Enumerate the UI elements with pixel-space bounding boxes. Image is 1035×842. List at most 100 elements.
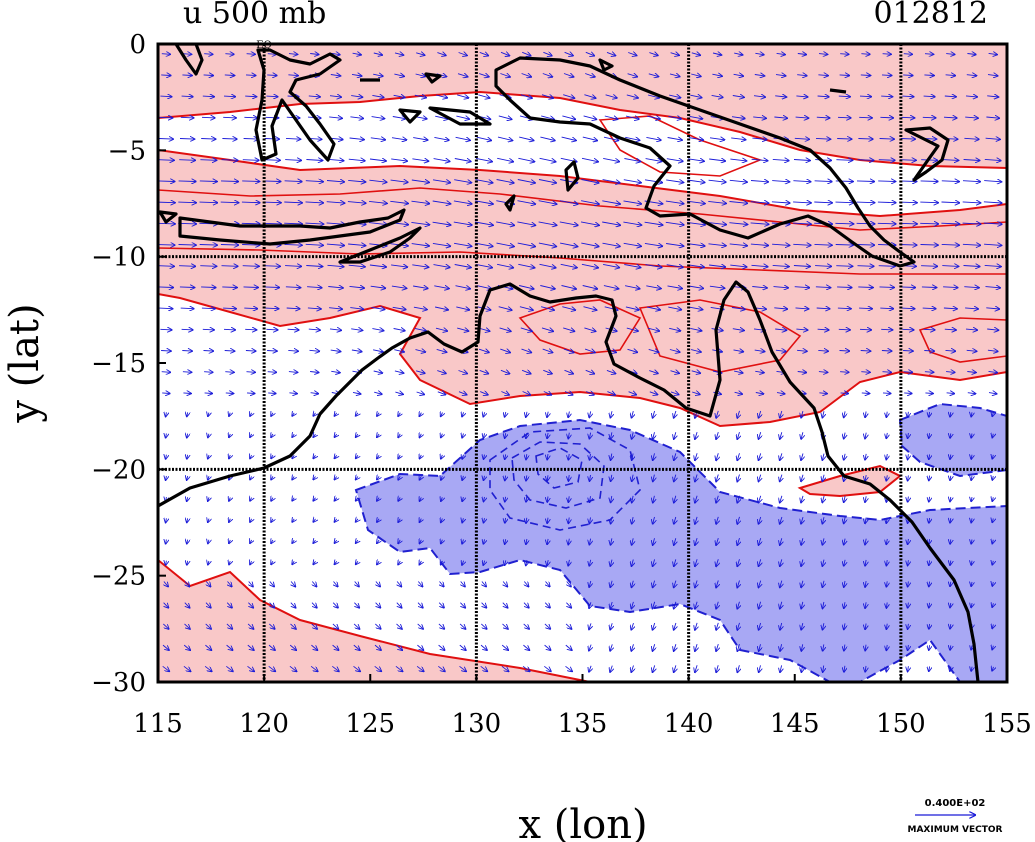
wind-vector (941, 202, 960, 203)
wind-vector (962, 202, 981, 203)
wind-vector (793, 266, 810, 267)
wind-vector (647, 328, 659, 331)
wind-vector (417, 644, 423, 650)
wind-vector (611, 517, 612, 523)
wind-vector (882, 372, 892, 373)
wind-vector (434, 137, 448, 140)
wind-vector (208, 561, 209, 565)
x-tick-label: 145 (770, 709, 820, 739)
wind-vector (774, 308, 787, 309)
wind-vector (199, 181, 217, 182)
wind-vector (902, 96, 913, 97)
coast-halmahera (174, 44, 204, 76)
wind-vector (459, 644, 466, 650)
wind-vector (943, 308, 957, 309)
wind-vector (348, 265, 365, 267)
wind-vector (292, 413, 294, 416)
wind-vector (886, 666, 887, 671)
wind-vector (603, 285, 619, 289)
wind-vector (420, 476, 422, 480)
wind-vector (971, 434, 972, 438)
wind-vector (653, 538, 655, 545)
wind-vector (772, 181, 789, 182)
wind-vector (475, 242, 492, 246)
wind-vector (559, 221, 578, 225)
wind-vector (625, 137, 639, 140)
wind-vector (453, 221, 472, 225)
wind-vector (603, 157, 619, 161)
wind-vector (441, 476, 442, 480)
wind-vector (398, 561, 400, 564)
wind-vector (844, 580, 845, 587)
wind-vector (228, 581, 232, 587)
wind-vector (611, 474, 612, 481)
wind-vector (518, 263, 534, 267)
wind-vector (823, 601, 824, 608)
wind-vector (335, 561, 337, 564)
wind-vector (329, 96, 341, 97)
wind-vector (475, 263, 492, 267)
wind-vector (908, 496, 909, 502)
wind-vector (391, 138, 406, 140)
wind-vector (263, 160, 280, 161)
wind-vector (250, 413, 252, 416)
wind-vector (632, 410, 634, 418)
wind-vector (950, 624, 951, 628)
wind-vector (496, 179, 514, 183)
wind-vector (462, 434, 463, 438)
wind-vector (543, 392, 552, 395)
wind-vector (264, 139, 279, 140)
wind-vector (801, 622, 803, 630)
wind-vector (582, 285, 598, 289)
wind-vector (687, 159, 704, 161)
y-tick-label: −20 (91, 455, 146, 485)
wind-vector (478, 95, 489, 98)
wind-vector (432, 180, 450, 183)
wind-vector (392, 307, 406, 309)
wind-vector (327, 159, 344, 160)
wind-vector (310, 393, 319, 394)
wind-vector (623, 242, 641, 246)
wind-vector (568, 453, 569, 460)
wind-vector (780, 665, 782, 672)
wind-vector (541, 95, 553, 98)
wind-vector (751, 159, 768, 160)
wind-vector (716, 580, 718, 588)
wind-vector (568, 475, 569, 481)
wind-vector (775, 329, 786, 330)
wind-vector (332, 623, 338, 629)
wind-vector (287, 329, 299, 330)
wind-vector (950, 455, 951, 459)
wind-vector (992, 582, 993, 586)
wind-vector (166, 476, 167, 480)
wind-vector (797, 372, 807, 373)
wind-vector (752, 138, 766, 139)
wind-vector (920, 181, 938, 182)
wind-vector (607, 392, 615, 395)
wind-vector (225, 54, 233, 55)
wind-vector (352, 392, 361, 394)
wind-vector (780, 410, 782, 418)
y-tick-label: −30 (91, 668, 146, 698)
wind-vector (900, 287, 916, 288)
wind-vector (356, 455, 358, 458)
wind-vector (581, 242, 598, 246)
wind-vector (420, 497, 422, 501)
wind-vector (759, 538, 761, 545)
vector-legend-value: 0.400E+02 (925, 798, 986, 809)
wind-vector (457, 95, 468, 98)
wind-vector (349, 138, 364, 140)
wind-vector (417, 602, 423, 608)
wind-vector (987, 75, 998, 76)
wind-vector (484, 497, 485, 501)
wind-vector (313, 540, 315, 543)
wind-vector (923, 96, 935, 97)
wind-vector (840, 393, 849, 394)
wind-vector (801, 410, 803, 418)
wind-vector (837, 308, 851, 309)
wind-vector (523, 644, 529, 650)
wind-vector (666, 180, 683, 183)
wind-vector (377, 540, 379, 543)
wind-vector (776, 393, 785, 394)
y-tick-label: 0 (129, 30, 146, 60)
